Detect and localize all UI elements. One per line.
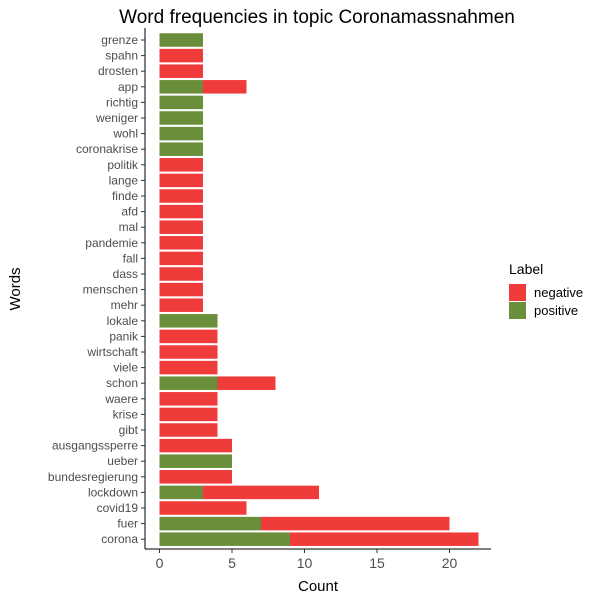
y-tick-label-drosten: drosten — [98, 64, 138, 78]
bar-negative-covid19 — [159, 501, 247, 515]
bar-negative-lange — [159, 173, 203, 188]
y-tick-label-waere: waere — [104, 392, 138, 406]
legend-label-negative: negative — [534, 285, 583, 300]
y-tick-label-bundesregierung: bundesregierung — [48, 470, 138, 484]
y-tick-label-ueber: ueber — [107, 454, 138, 468]
bar-negative-dass — [159, 267, 203, 281]
y-tick-label-fuer: fuer — [117, 517, 138, 531]
legend-swatch-negative — [509, 284, 526, 301]
y-tick-label-coronakrise: coronakrise — [76, 142, 138, 156]
bar-negative-menschen — [159, 282, 203, 297]
bars-group — [159, 33, 479, 546]
y-tick-label-richtig: richtig — [106, 95, 138, 109]
y-tick-label-politik: politik — [107, 158, 139, 172]
bar-positive-lockdown — [159, 485, 203, 500]
y-axis-title: Words — [7, 267, 24, 310]
bar-negative-wirtschaft — [159, 345, 218, 359]
bar-positive-lokale — [159, 314, 218, 328]
bar-negative-finde — [159, 189, 203, 203]
y-tick-label-mal: mal — [119, 220, 138, 234]
bar-positive-schon — [159, 376, 218, 390]
y-tick-label-weniger: weniger — [95, 111, 138, 125]
x-axis-title: Count — [298, 578, 339, 595]
y-tick-label-viele: viele — [113, 361, 138, 375]
bar-negative-pandemie — [159, 236, 203, 250]
y-tick-label-menschen: menschen — [83, 283, 138, 297]
bar-negative-drosten — [159, 64, 203, 78]
legend-swatch-positive — [509, 302, 526, 319]
bar-negative-fuer — [261, 516, 450, 531]
y-tick-label-mehr: mehr — [111, 298, 138, 312]
bar-negative-bundesregierung — [159, 470, 232, 484]
y-tick-label-spahn: spahn — [105, 49, 138, 63]
x-tick-label-20: 20 — [442, 555, 458, 571]
y-tick-label-lockdown: lockdown — [88, 485, 138, 499]
y-tick-label-afd: afd — [121, 205, 138, 219]
x-ticks-group: 0 5 10 15 20 — [156, 549, 458, 571]
bar-positive-wohl — [159, 126, 203, 141]
y-tick-label-gibt: gibt — [119, 423, 139, 437]
y-tick-label-schon: schon — [106, 376, 138, 390]
bar-negative-schon — [217, 376, 276, 390]
y-tick-label-dass: dass — [113, 267, 138, 281]
y-ticks-group: grenzespahndrostenapprichtigwenigerwohlc… — [48, 33, 145, 546]
y-tick-label-krise: krise — [113, 407, 139, 421]
y-tick-label-fall: fall — [123, 251, 138, 265]
bar-negative-afd — [159, 204, 203, 219]
bar-negative-app — [203, 80, 247, 94]
bar-negative-panik — [159, 329, 218, 344]
bar-positive-corona — [159, 532, 290, 546]
x-tick-label-15: 15 — [369, 555, 385, 571]
y-tick-label-corona: corona — [101, 532, 138, 546]
bar-negative-krise — [159, 407, 218, 422]
y-tick-label-ausgangssperre: ausgangssperre — [52, 439, 138, 453]
bar-positive-fuer — [159, 516, 261, 531]
bar-positive-weniger — [159, 111, 203, 125]
bar-positive-app — [159, 80, 203, 94]
x-tick-label-5: 5 — [228, 555, 236, 571]
bar-positive-coronakrise — [159, 142, 203, 156]
y-tick-label-wirtschaft: wirtschaft — [86, 345, 138, 359]
y-tick-label-grenze: grenze — [101, 33, 138, 47]
y-tick-label-lokale: lokale — [107, 314, 139, 328]
bar-negative-fall — [159, 251, 203, 266]
bar-negative-mehr — [159, 298, 203, 312]
y-tick-label-covid19: covid19 — [97, 501, 139, 515]
bar-negative-spahn — [159, 48, 203, 63]
bar-positive-richtig — [159, 95, 203, 110]
bar-positive-grenze — [159, 33, 203, 47]
bar-negative-gibt — [159, 423, 218, 437]
bar-negative-politik — [159, 158, 203, 172]
y-tick-label-lange: lange — [109, 173, 139, 187]
legend-title: Label — [509, 261, 543, 277]
bar-negative-waere — [159, 392, 218, 406]
bar-negative-mal — [159, 220, 203, 234]
legend-label-positive: positive — [534, 303, 578, 318]
y-tick-label-wohl: wohl — [112, 127, 138, 141]
bar-positive-ueber — [159, 454, 232, 468]
x-tick-label-10: 10 — [297, 555, 313, 571]
y-tick-label-panik: panik — [109, 329, 139, 343]
legend: Label negative positive — [509, 261, 583, 319]
bar-negative-lockdown — [203, 485, 319, 500]
bar-negative-corona — [290, 532, 479, 546]
bar-negative-ausgangssperre — [159, 438, 232, 453]
chart-title: Word frequencies in topic Coronamassnahm… — [119, 7, 515, 28]
y-tick-label-app: app — [118, 80, 138, 94]
x-tick-label-0: 0 — [156, 555, 164, 571]
bar-negative-viele — [159, 360, 218, 375]
y-tick-label-finde: finde — [112, 189, 138, 203]
y-tick-label-pandemie: pandemie — [85, 236, 138, 250]
